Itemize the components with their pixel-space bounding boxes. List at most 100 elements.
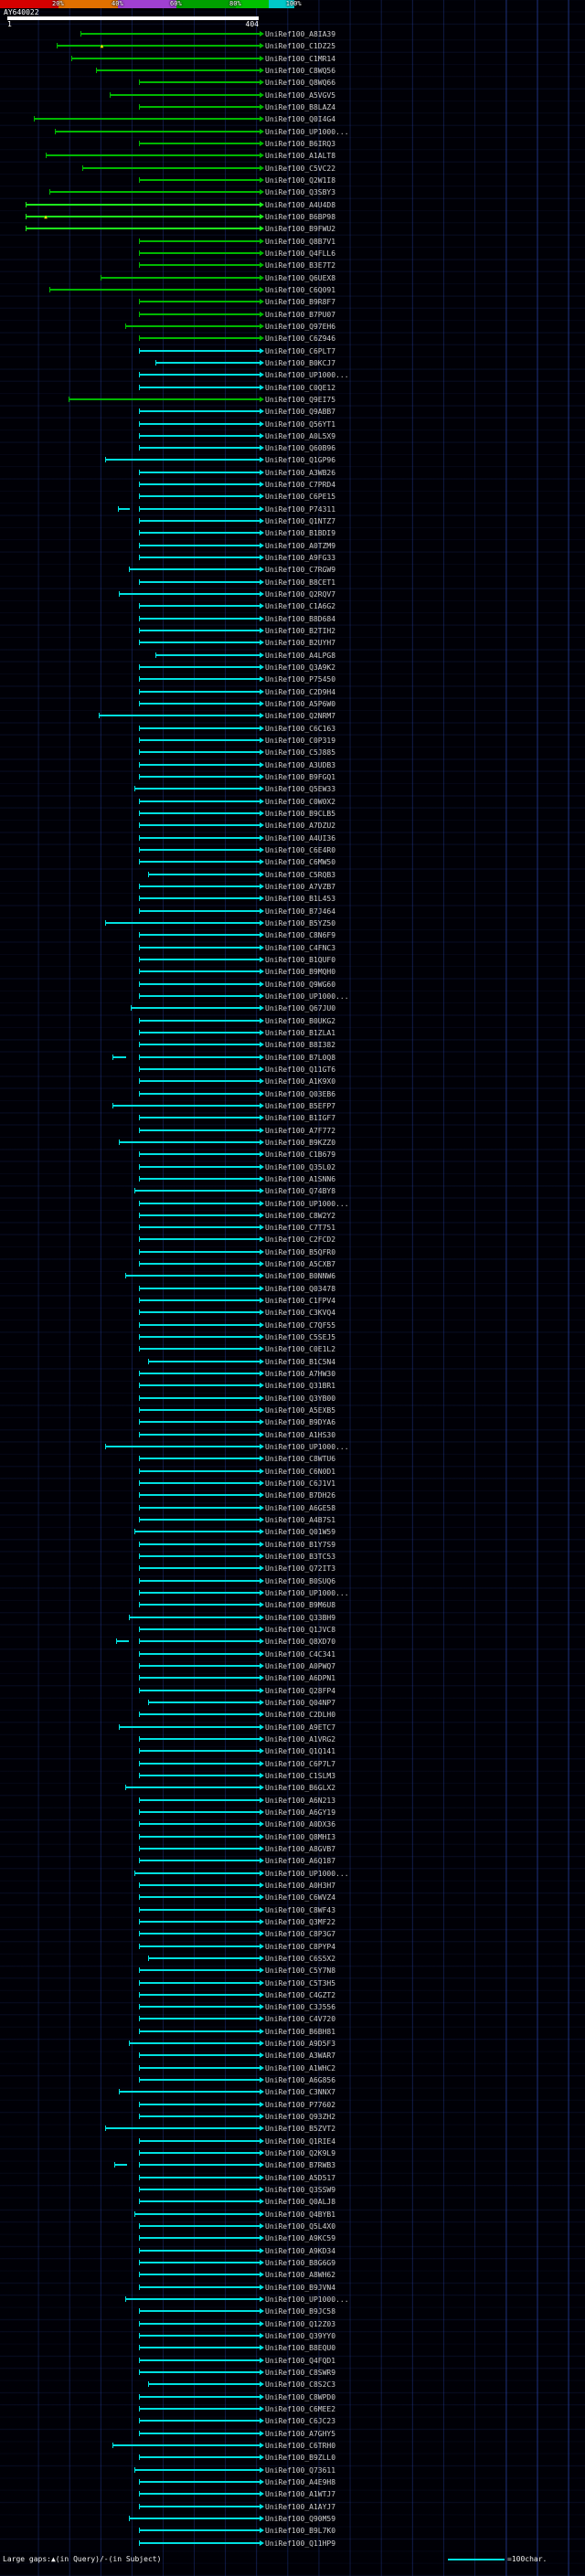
alignment-bar[interactable] (138, 846, 260, 853)
hit-label[interactable]: UniRef100_C5SEJ5 (265, 1333, 336, 1342)
alignment-bar[interactable] (138, 1200, 260, 1206)
hit-label[interactable]: UniRef100_C6Z946 (265, 334, 336, 344)
alignment-bar[interactable] (138, 1845, 260, 1851)
alignment-bar[interactable] (138, 1248, 260, 1255)
alignment-bar[interactable] (138, 2101, 260, 2107)
alignment-bar[interactable] (138, 896, 260, 902)
hit-label[interactable]: UniRef100_Q2NRM7 (265, 712, 336, 721)
alignment-bar[interactable] (138, 1298, 260, 1304)
hit-label[interactable]: UniRef100_Q6UEX8 (265, 273, 336, 282)
hit-label[interactable]: UniRef100_Q3YB00 (265, 1394, 336, 1403)
hit-label[interactable]: UniRef100_B5QFR0 (265, 1247, 336, 1256)
hit-label[interactable]: UniRef100_C5RQB3 (265, 870, 336, 879)
hit-label[interactable]: UniRef100_C8WTU6 (265, 1455, 336, 1464)
hit-label[interactable]: UniRef100_A5CXB7 (265, 1260, 336, 1269)
alignment-bar[interactable] (147, 1358, 260, 1364)
hit-label[interactable]: UniRef100_A1VRG2 (265, 1734, 336, 1744)
alignment-bar[interactable] (138, 1797, 260, 1803)
hit-label[interactable]: UniRef100_B9ZLL0 (265, 2454, 336, 2463)
hit-label[interactable]: UniRef100_C6MEE2 (265, 2404, 336, 2413)
hit-label[interactable]: UniRef100_UP1000... (265, 371, 349, 380)
alignment-bar[interactable] (119, 1139, 260, 1145)
hit-label[interactable]: UniRef100_B6BP98 (265, 212, 336, 221)
hit-label[interactable]: UniRef100_B9L7K0 (265, 2527, 336, 2536)
alignment-bar[interactable] (124, 323, 260, 329)
hit-label[interactable]: UniRef100_B0UKG2 (265, 1016, 336, 1025)
alignment-bar[interactable] (109, 91, 260, 98)
alignment-bar[interactable] (138, 2016, 260, 2022)
alignment-bar[interactable] (138, 1321, 260, 1328)
alignment-bar[interactable] (138, 1504, 260, 1511)
hit-label[interactable]: UniRef100_Q28FP4 (265, 1686, 336, 1695)
alignment-bar[interactable] (138, 578, 260, 585)
hit-label[interactable]: UniRef100_A9D5F3 (265, 2040, 336, 2049)
hit-label[interactable]: UniRef100_C2DLH0 (265, 1711, 336, 1720)
alignment-bar[interactable] (138, 372, 260, 378)
hit-label[interactable]: UniRef100_A3WAR7 (265, 2051, 336, 2061)
hit-label[interactable]: UniRef100_UP1000... (265, 1589, 349, 1597)
alignment-bar[interactable] (138, 2369, 260, 2375)
alignment-bar[interactable] (138, 1712, 260, 1718)
alignment-bar[interactable] (138, 299, 260, 305)
hit-label[interactable]: UniRef100_B6IRQ3 (265, 139, 336, 148)
alignment-bar[interactable] (138, 883, 260, 889)
hit-label[interactable]: UniRef100_A5VGV5 (265, 90, 336, 100)
hit-label[interactable]: UniRef100_C6E4R0 (265, 845, 336, 854)
hit-label[interactable]: UniRef100_B1Y7S9 (265, 1540, 336, 1549)
alignment-bar[interactable] (138, 1394, 260, 1401)
hit-label[interactable]: UniRef100_A1WHC2 (265, 2063, 336, 2072)
hit-label[interactable]: UniRef100_B9FGQ1 (265, 773, 336, 782)
alignment-bar-segment[interactable] (112, 1054, 126, 1060)
hit-label[interactable]: UniRef100_Q56YT1 (265, 419, 336, 429)
alignment-bar[interactable] (138, 2077, 260, 2083)
alignment-bar[interactable] (138, 1638, 260, 1645)
hit-label[interactable]: UniRef100_C8WF43 (265, 1905, 336, 1914)
hit-label[interactable]: UniRef100_C0P319 (265, 737, 336, 746)
alignment-bar[interactable] (138, 2393, 260, 2400)
alignment-bar[interactable] (138, 1236, 260, 1243)
hit-label[interactable]: UniRef100_Q8MHI3 (265, 1832, 336, 1841)
alignment-bar[interactable] (138, 1090, 260, 1097)
hit-label[interactable]: UniRef100_C3KVQ4 (265, 1309, 336, 1318)
alignment-bar[interactable] (138, 1541, 260, 1547)
alignment-bar[interactable] (138, 725, 260, 731)
hit-label[interactable]: UniRef100_C6N0D1 (265, 1467, 336, 1476)
hit-label[interactable]: UniRef100_B9R8F7 (265, 298, 336, 307)
hit-label[interactable]: UniRef100_UP1000... (265, 991, 349, 1001)
alignment-bar[interactable] (138, 2405, 260, 2412)
hit-label[interactable]: UniRef100_Q35L02 (265, 1162, 336, 1171)
hit-label[interactable]: UniRef100_C6WVZ4 (265, 1893, 336, 1903)
hit-label[interactable]: UniRef100_A6DPN1 (265, 1674, 336, 1683)
alignment-bar[interactable] (138, 1687, 260, 1693)
alignment-bar[interactable] (138, 80, 260, 86)
alignment-bar[interactable] (138, 811, 260, 816)
alignment-bar[interactable] (138, 1748, 260, 1754)
hit-label[interactable]: UniRef100_Q4FLL6 (265, 249, 336, 258)
hit-label[interactable]: UniRef100_Q3MF22 (265, 1917, 336, 1926)
alignment-bar[interactable] (138, 761, 260, 768)
alignment-bar[interactable] (71, 55, 260, 61)
alignment-bar[interactable] (138, 555, 260, 561)
hit-label[interactable]: UniRef100_A1HS30 (265, 1430, 336, 1439)
hit-label[interactable]: UniRef100_C5T3H5 (265, 1978, 336, 1988)
alignment-bar[interactable] (138, 981, 260, 987)
alignment-bar[interactable] (138, 2114, 260, 2120)
hit-label[interactable]: UniRef100_B7PU07 (265, 310, 336, 319)
alignment-bar[interactable] (105, 919, 260, 926)
hit-label[interactable]: UniRef100_B7DH26 (265, 1491, 336, 1500)
hit-label[interactable]: UniRef100_C8W2Y2 (265, 1211, 336, 1220)
alignment-bar[interactable] (138, 469, 260, 475)
alignment-bar[interactable] (138, 249, 260, 256)
alignment-bar[interactable] (138, 1577, 260, 1584)
alignment-bar[interactable] (138, 2308, 260, 2315)
alignment-bar[interactable] (138, 1175, 260, 1182)
hit-label[interactable]: UniRef100_Q03EB6 (265, 1089, 336, 1098)
alignment-bar[interactable] (119, 591, 260, 598)
alignment-bar[interactable] (124, 1785, 260, 1791)
alignment-bar[interactable] (138, 1517, 260, 1523)
alignment-bar[interactable] (138, 1821, 260, 1828)
hit-label[interactable]: UniRef100_C8WPD0 (265, 2392, 336, 2401)
alignment-bar[interactable] (138, 140, 260, 146)
alignment-bar[interactable] (48, 286, 260, 292)
hit-label[interactable]: UniRef100_Q1RIE4 (265, 2136, 336, 2146)
